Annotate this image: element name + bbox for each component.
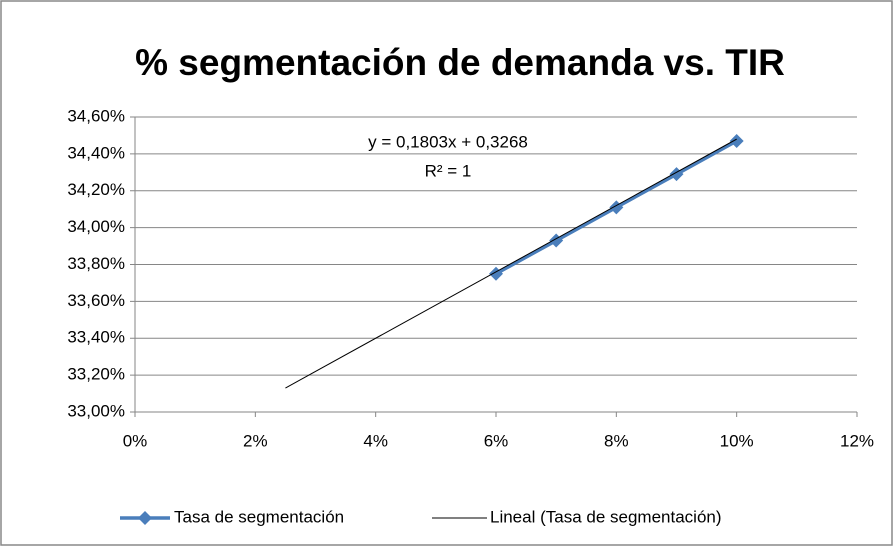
y-tick-label: 33,80% xyxy=(67,254,125,273)
x-tick-label: 8% xyxy=(604,431,629,450)
y-tick-label: 34,40% xyxy=(67,143,125,162)
chart-title: % segmentación de demanda vs. TIR xyxy=(135,42,785,83)
marker xyxy=(729,133,744,148)
y-tick-label: 34,60% xyxy=(67,106,125,125)
x-tick-label: 6% xyxy=(484,431,509,450)
x-tick-label: 12% xyxy=(840,431,874,450)
y-tick-label: 33,20% xyxy=(67,365,125,384)
trendline xyxy=(285,138,737,389)
legend-marker xyxy=(138,511,152,525)
x-tick-label: 0% xyxy=(123,431,148,450)
trendline-r2: R² = 1 xyxy=(425,161,472,180)
x-tick-label: 2% xyxy=(243,431,268,450)
y-tick-label: 33,40% xyxy=(67,328,125,347)
trendline-equation: y = 0,1803x + 0,3268 xyxy=(368,132,528,151)
y-tick-label: 33,00% xyxy=(67,401,125,420)
y-tick-label: 34,20% xyxy=(67,180,125,199)
legend-label: Lineal (Tasa de segmentación) xyxy=(490,507,722,526)
y-tick-label: 34,00% xyxy=(67,217,125,236)
x-tick-label: 10% xyxy=(720,431,754,450)
x-tick-label: 4% xyxy=(363,431,388,450)
y-tick-label: 33,60% xyxy=(67,291,125,310)
legend-label: Tasa de segmentación xyxy=(174,507,344,526)
